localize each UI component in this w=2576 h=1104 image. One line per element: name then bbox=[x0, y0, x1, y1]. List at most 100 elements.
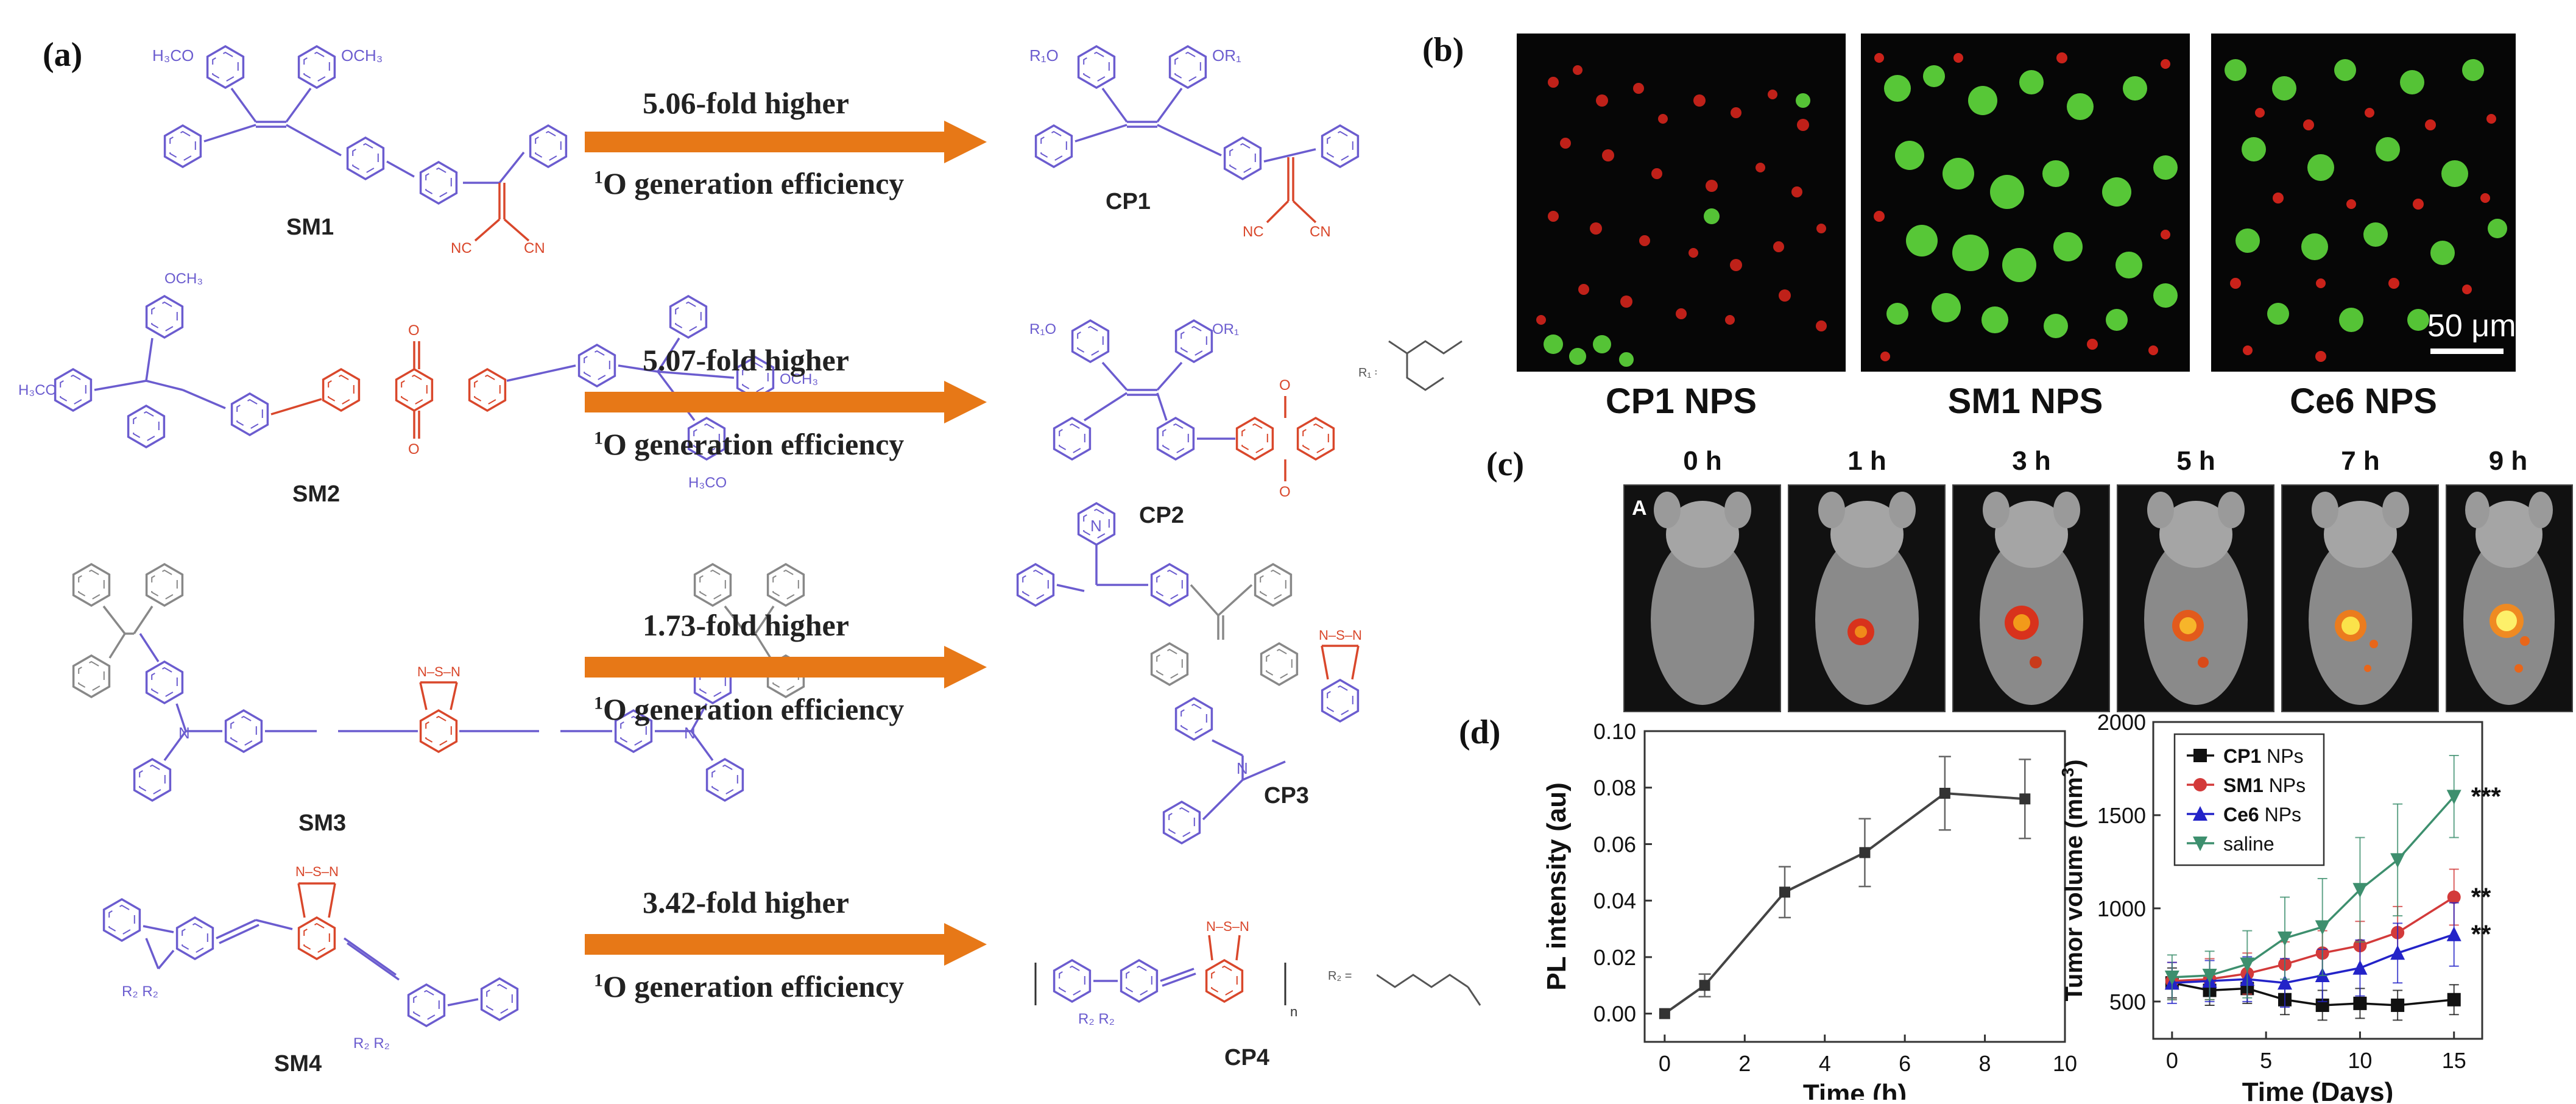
svg-text:N: N bbox=[1090, 517, 1102, 535]
svg-text:O: O bbox=[1279, 484, 1291, 500]
plot-frame bbox=[1643, 730, 2066, 1043]
generation-text-row3: 1O generation efficiency bbox=[594, 692, 905, 726]
svg-text:NC: NC bbox=[1243, 224, 1264, 240]
series-line bbox=[2172, 933, 2455, 985]
x-tick-label: 0 bbox=[1659, 1051, 1671, 1076]
svg-text:N–S–N: N–S–N bbox=[1319, 628, 1362, 643]
scale-bar-label: 50 μm bbox=[2427, 308, 2516, 344]
x-tick-label: 10 bbox=[2348, 1048, 2372, 1073]
svg-text:n: n bbox=[1290, 1004, 1297, 1019]
time-label-7h: 7 h bbox=[2341, 446, 2380, 476]
pl-point bbox=[1779, 886, 1790, 898]
x-tick-label: 2 bbox=[1738, 1051, 1751, 1076]
svg-text:OCH₃: OCH₃ bbox=[341, 46, 383, 65]
svg-text:R₂ R₂: R₂ R₂ bbox=[122, 983, 158, 1000]
arrow-row1 bbox=[585, 121, 987, 163]
time-label-0h: 0 h bbox=[1683, 446, 1722, 476]
y-tick-label: 500 bbox=[2109, 989, 2146, 1014]
data-point bbox=[2240, 957, 2255, 972]
significance-marker: ** bbox=[2471, 920, 2491, 949]
mouse-image-1h bbox=[1788, 484, 1946, 712]
svg-text:NC: NC bbox=[451, 240, 472, 257]
svg-text:R₂ R₂: R₂ R₂ bbox=[1078, 1011, 1115, 1027]
label-cp3: CP3 bbox=[1264, 783, 1309, 809]
panel-d-label: (d) bbox=[1459, 713, 1501, 751]
svg-text:OR₁: OR₁ bbox=[1212, 321, 1239, 338]
legend-marker bbox=[2193, 778, 2207, 791]
y-tick-label: 1500 bbox=[2097, 803, 2146, 828]
svg-text:R₁O: R₁O bbox=[1029, 321, 1056, 338]
time-label-1h: 1 h bbox=[1847, 446, 1886, 476]
series-3 bbox=[2164, 755, 2461, 1000]
plot-frame bbox=[2152, 721, 2483, 1040]
confocal-image-sm1 bbox=[1861, 34, 2190, 372]
data-point bbox=[2446, 790, 2461, 805]
y-tick-label: 0.10 bbox=[1593, 719, 1636, 744]
caption-cp1-nps: CP1 NPS bbox=[1605, 381, 1757, 421]
mouse-image-0h: A bbox=[1623, 484, 1781, 712]
svg-text:N–S–N: N–S–N bbox=[417, 664, 461, 679]
svg-text:O: O bbox=[1279, 377, 1291, 394]
legend: CP1 NPs SM1 NPs Ce6 NPs saline bbox=[2173, 733, 2325, 866]
legend-marker bbox=[2193, 749, 2207, 762]
data-point bbox=[2315, 920, 2330, 935]
legend-entry: saline bbox=[2223, 833, 2274, 855]
arrow-row3 bbox=[585, 646, 987, 688]
y-tick-label: 0.00 bbox=[1593, 1002, 1636, 1027]
mouse-image-9h bbox=[2446, 484, 2573, 712]
time-label-3h: 3 h bbox=[2012, 446, 2051, 476]
pl-point bbox=[1859, 847, 1871, 858]
svg-text:OR₁: OR₁ bbox=[1212, 46, 1241, 65]
data-point bbox=[2390, 853, 2405, 868]
label-sm3: SM3 bbox=[298, 810, 347, 836]
y-tick-label: 1000 bbox=[2097, 896, 2146, 921]
confocal-image-cp1 bbox=[1517, 34, 1846, 372]
arrow-row2 bbox=[585, 381, 987, 423]
svg-text:N–S–N: N–S–N bbox=[295, 864, 339, 879]
x-tick-label: 6 bbox=[1899, 1051, 1911, 1076]
x-tick-label: 10 bbox=[2053, 1051, 2077, 1076]
svg-text:OCH₃: OCH₃ bbox=[780, 371, 818, 387]
panel-b-label: (b) bbox=[1422, 31, 1464, 69]
caption-sm1-nps: SM1 NPS bbox=[1947, 381, 2103, 421]
y-tick-label: 0.04 bbox=[1593, 888, 1636, 913]
sm1-structure bbox=[163, 45, 458, 205]
chart-tumor-volume: 500 1000 1500 2000 0 5 10 15 Time (Days) Tumor vo… bbox=[2058, 710, 2502, 1103]
x-axis-label: Time (Days) bbox=[2242, 1077, 2394, 1103]
data-point bbox=[2164, 971, 2179, 986]
arrow-row4 bbox=[585, 923, 987, 966]
svg-text:N–S–N: N–S–N bbox=[1206, 919, 1249, 934]
data-point bbox=[2352, 883, 2368, 898]
generation-text-row4: 1O generation efficiency bbox=[594, 969, 905, 1003]
svg-text:R₁ =: R₁ = bbox=[1358, 366, 1377, 380]
panel-c-label: (c) bbox=[1486, 445, 1525, 483]
svg-text:N: N bbox=[1237, 759, 1248, 777]
significance-marker: *** bbox=[2471, 782, 2502, 810]
svg-text:R₂ R₂: R₂ R₂ bbox=[353, 1035, 390, 1052]
data-point bbox=[2447, 993, 2461, 1007]
data-point bbox=[2391, 998, 2405, 1012]
svg-text:OCH₃: OCH₃ bbox=[164, 271, 203, 287]
mouse-marker-a: A bbox=[1632, 497, 1647, 520]
svg-text:R₂ =: R₂ = bbox=[1328, 969, 1352, 983]
chart-pl-intensity: 0.00 0.02 0.04 0.06 0.08 0.10 0 2 4 6 8 10 Time (h) P… bbox=[1542, 719, 2077, 1100]
label-sm4: SM4 bbox=[274, 1051, 322, 1077]
y-tick-label: 0.02 bbox=[1593, 945, 1636, 970]
series-line bbox=[2172, 796, 2455, 978]
legend-entry: SM1 NPs bbox=[2223, 774, 2306, 796]
significance-marker: ** bbox=[2471, 883, 2491, 911]
time-label-5h: 5 h bbox=[2176, 446, 2215, 476]
fold-text-row2: 5.07-fold higher bbox=[643, 343, 849, 377]
svg-text:CN: CN bbox=[524, 240, 545, 257]
data-point bbox=[2202, 969, 2217, 983]
svg-text:H₃CO: H₃CO bbox=[688, 475, 727, 491]
panel-a-structures: H₃CO OCH₃ NC CN R₁O OR₁ NC CN bbox=[18, 45, 1377, 1052]
svg-text:N: N bbox=[684, 724, 696, 742]
data-point bbox=[2446, 926, 2461, 941]
svg-text:O: O bbox=[408, 441, 420, 458]
fold-text-row3: 1.73-fold higher bbox=[643, 608, 849, 642]
svg-text:H₃CO: H₃CO bbox=[18, 382, 57, 398]
time-label-9h: 9 h bbox=[2488, 446, 2528, 476]
x-tick-label: 8 bbox=[1979, 1051, 1991, 1076]
generation-text-row1: 1O generation efficiency bbox=[594, 166, 905, 200]
